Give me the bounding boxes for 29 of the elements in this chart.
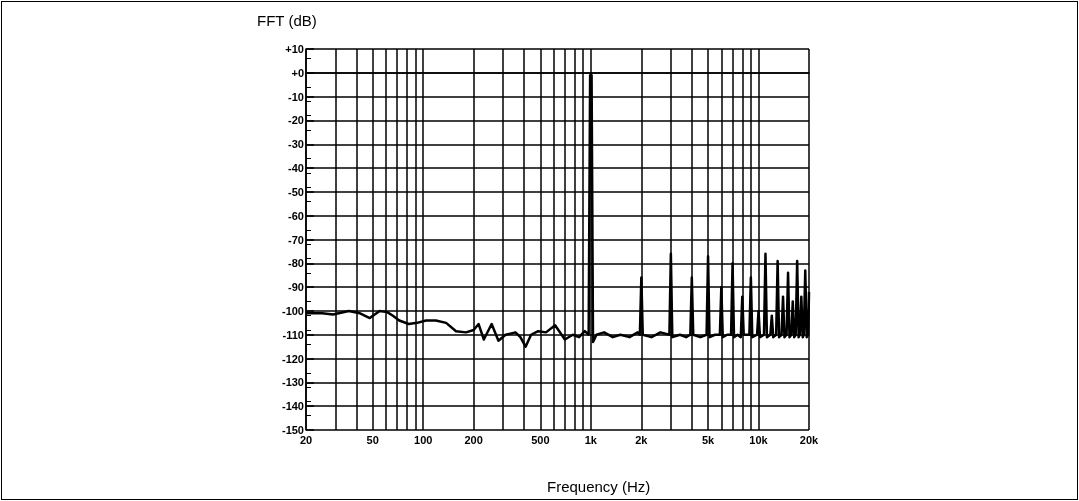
y-tick-label: -100 xyxy=(281,304,304,317)
x-tick-label: 20 xyxy=(299,433,313,446)
x-tick-label: 500 xyxy=(531,433,550,446)
y-tick-label: -60 xyxy=(288,209,304,222)
y-tick-label: -80 xyxy=(288,257,304,270)
x-tick-label: 2k xyxy=(635,433,649,446)
y-tick-label: -120 xyxy=(281,352,304,365)
y-tick-label: -40 xyxy=(288,162,304,175)
y-tick-label: -110 xyxy=(282,328,304,341)
y-tick-label: -20 xyxy=(288,114,304,127)
y-tick-label: +10 xyxy=(285,43,304,55)
y-tick-label: -30 xyxy=(288,138,304,151)
x-tick-label: 200 xyxy=(464,433,483,446)
x-tick-label: 50 xyxy=(366,433,379,446)
y-tick-label: -150 xyxy=(281,424,304,436)
y-tick-label: -140 xyxy=(281,400,304,413)
y-tick-label: +0 xyxy=(291,66,304,79)
y-tick-label: -90 xyxy=(288,281,304,294)
x-axis-title: Frequency (Hz) xyxy=(547,478,651,495)
y-tick-label: -70 xyxy=(288,233,304,246)
y-tick-label: -50 xyxy=(288,185,304,198)
x-tick-label: 20k xyxy=(799,433,820,446)
x-tick-label: 10k xyxy=(749,433,769,446)
x-tick-label: 100 xyxy=(414,433,433,446)
x-tick-label: 1k xyxy=(584,433,598,446)
x-tick-label: 5k xyxy=(701,433,716,446)
y-tick-label: -10 xyxy=(288,90,304,103)
y-tick-label: -130 xyxy=(281,376,304,389)
y-axis-title: FFT (dB) xyxy=(257,12,317,29)
